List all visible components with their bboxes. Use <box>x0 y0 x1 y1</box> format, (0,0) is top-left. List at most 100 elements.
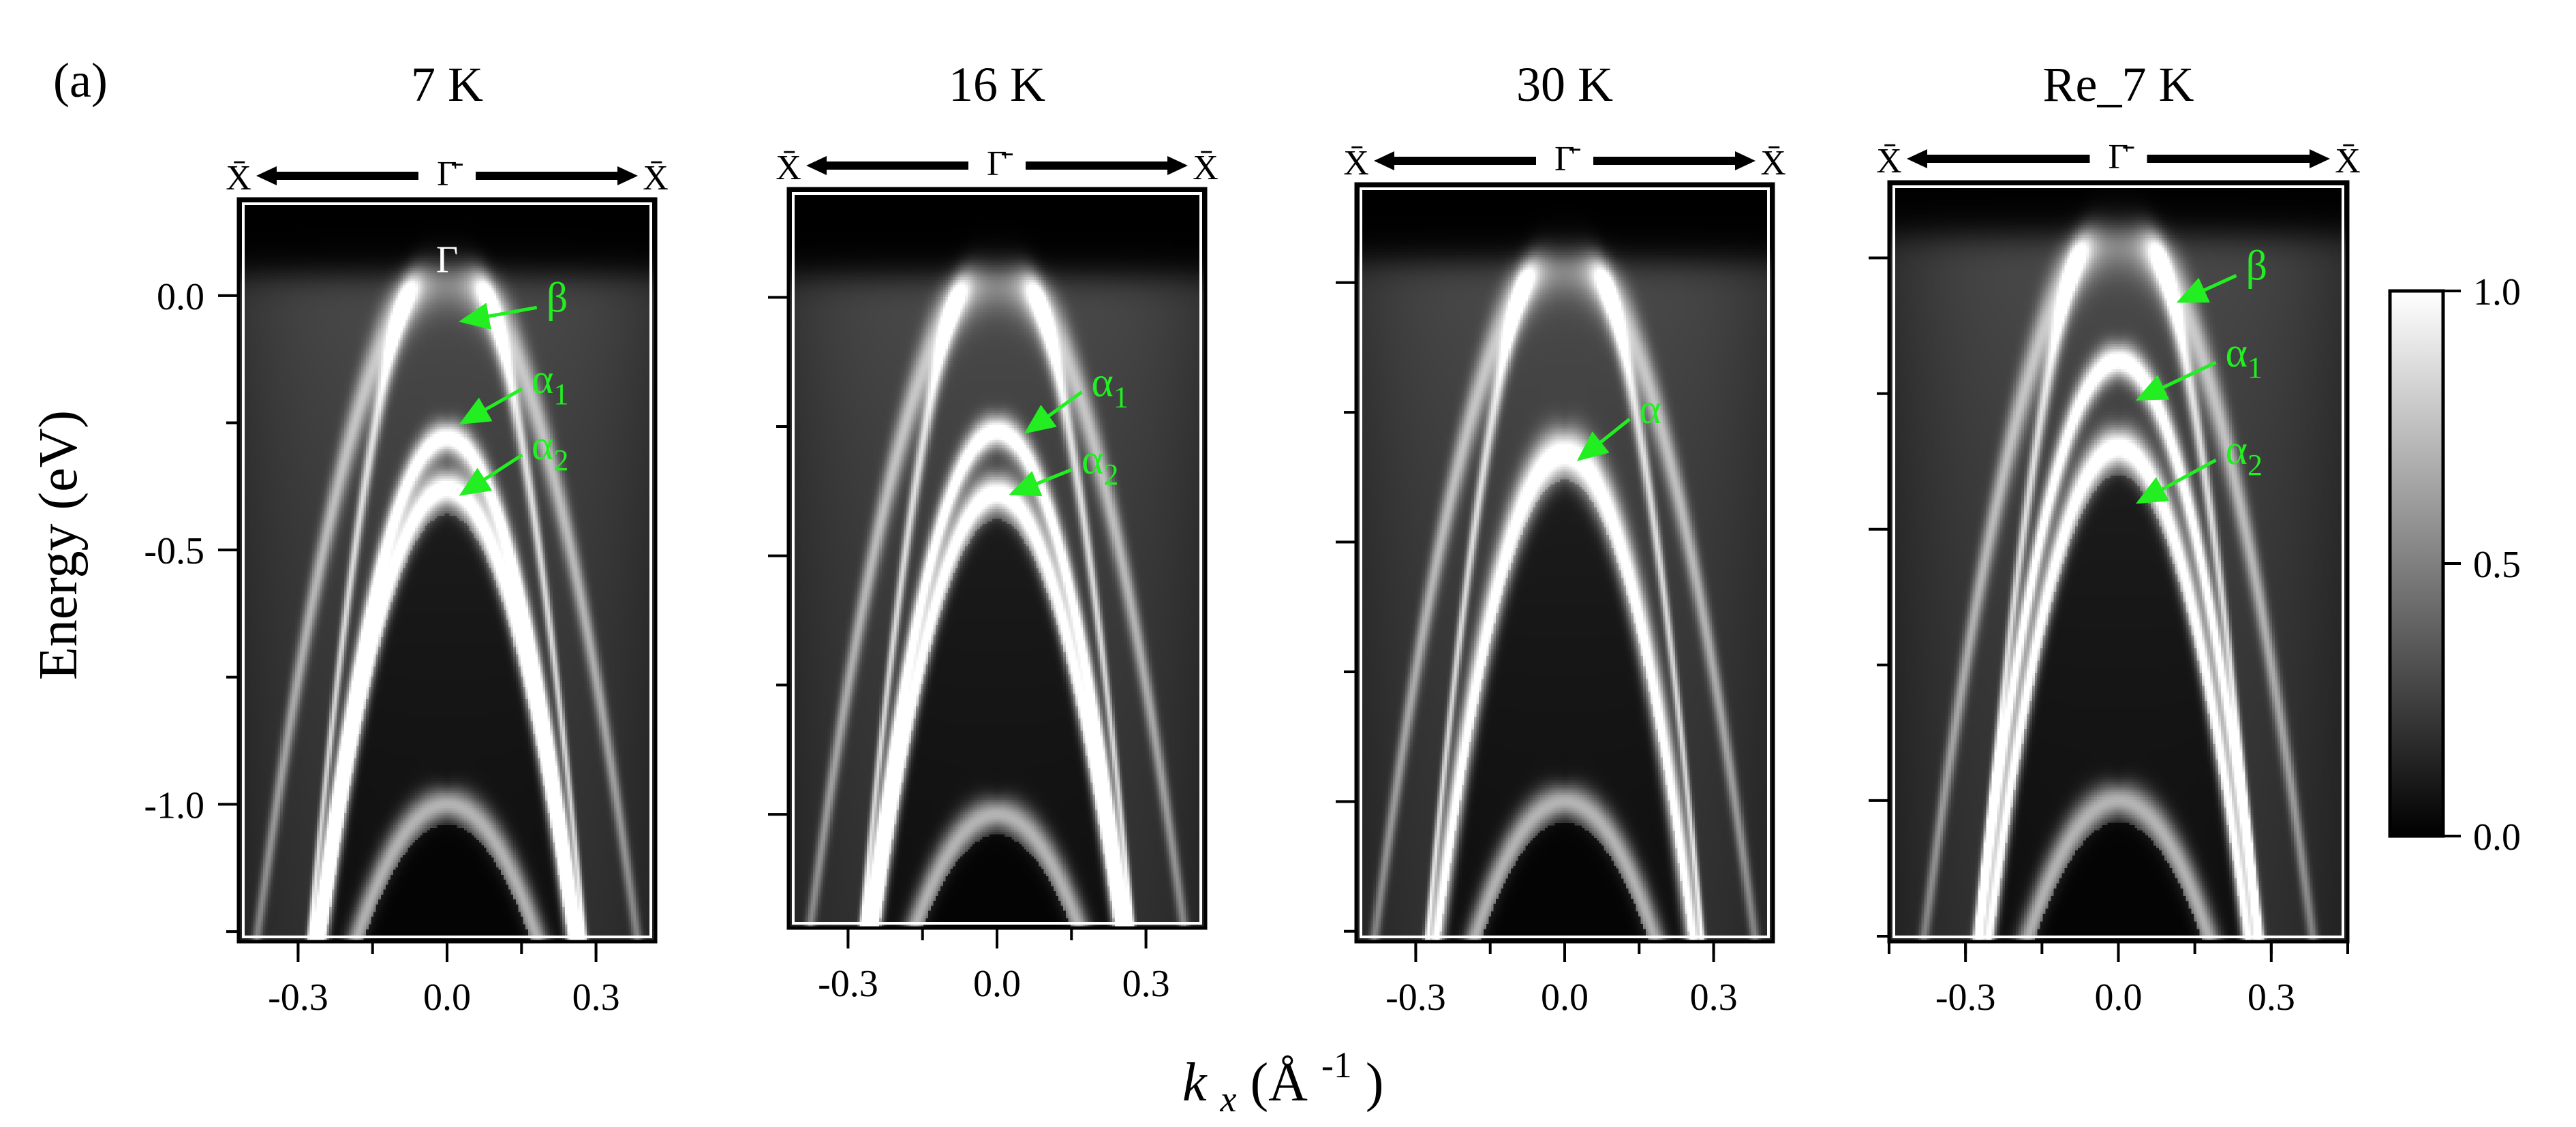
symmetry-arrowhead-right <box>2310 149 2330 168</box>
x-tick-label: 0.3 <box>1690 976 1738 1019</box>
x-axis: -0.3 0.0 0.3 <box>1385 942 1738 1019</box>
symmetry-arrowhead-left <box>1374 151 1394 170</box>
annotation-label: α1 <box>2226 330 2263 384</box>
band-annotation: α2 <box>1009 437 1118 497</box>
symmetry-arrowhead-left <box>1907 149 1927 168</box>
annotation-symbol: α <box>532 422 553 469</box>
x-axis: -0.3 0.0 0.3 <box>818 928 1170 1005</box>
annotation-symbol: α <box>1082 437 1103 483</box>
colorbar-tick-label: 0.0 <box>2473 816 2521 859</box>
y-axis <box>1336 281 1356 933</box>
annotation-label: α2 <box>532 422 568 477</box>
symmetry-right-label: X̄ <box>1760 144 1786 183</box>
x-tick-label: 0.0 <box>973 963 1021 1005</box>
annotation-symbol: α <box>2226 427 2248 474</box>
gamma-point-label: Γ <box>436 239 458 281</box>
symmetry-right-label: X̄ <box>2335 142 2361 181</box>
x-axis-label-exp: -1 <box>1321 1045 1352 1085</box>
annotation-label: α <box>1639 386 1661 433</box>
x-axis: -0.3 0.0 0.3 <box>1888 942 2349 1019</box>
symmetry-right-label: X̄ <box>643 159 669 198</box>
colorbar-bar <box>2388 289 2445 838</box>
symmetry-left-label: X̄ <box>226 159 251 198</box>
annotation-symbol: α <box>532 356 553 403</box>
annotation-label: β <box>2245 243 2267 289</box>
annotation-symbol: α <box>2226 330 2248 376</box>
panel-inner-frame <box>1892 185 2344 938</box>
annotation-arrow <box>459 453 523 496</box>
symmetry-arrowhead-left <box>256 166 277 185</box>
annotation-arrow <box>458 303 538 330</box>
annotation-label: α2 <box>1082 437 1118 491</box>
x-tick-label: -0.3 <box>1385 976 1446 1019</box>
heatmap-image <box>239 199 656 942</box>
annotation-subscript: 1 <box>1114 380 1129 414</box>
symmetry-center-label: Γ̄ <box>1554 140 1580 179</box>
symmetry-left-label: X̄ <box>1876 142 1902 181</box>
annotation-subscript: 1 <box>2248 351 2263 384</box>
panel-inner-frame <box>242 202 652 938</box>
band-annotation: α1 <box>2135 330 2263 401</box>
panel-inner-frame <box>792 192 1202 925</box>
annotation-subscript: 2 <box>2248 448 2263 482</box>
band-annotation: β <box>458 275 568 330</box>
x-tick-label: 0.0 <box>423 976 471 1019</box>
annotation-arrow <box>1576 418 1631 461</box>
symmetry-arrowhead-right <box>1735 151 1755 170</box>
panel-inner-frame <box>1360 187 1770 938</box>
symmetry-left-label: X̄ <box>1343 144 1369 183</box>
heatmap-image <box>1889 182 2348 942</box>
panel-title: 7 K <box>411 57 483 112</box>
x-axis-label: k x (Å -1 ) <box>1182 1030 1384 1124</box>
panel-title: 30 K <box>1516 57 1613 112</box>
annotation-symbol: β <box>547 275 568 321</box>
y-tick-label: -1.0 <box>144 784 204 827</box>
y-tick-label: 0.0 <box>157 276 204 318</box>
x-tick-label: -0.3 <box>1935 976 1996 1019</box>
annotation-subscript: 2 <box>553 444 568 477</box>
annotation-label: β <box>547 275 568 321</box>
x-axis-label-k: k <box>1182 1053 1208 1113</box>
symmetry-center-label: Γ̄ <box>2108 138 2134 176</box>
x-tick-label: -0.3 <box>268 976 328 1019</box>
colorbar: 0.0 0.5 1.0 <box>2388 271 2521 859</box>
panel-3: 30 K X̄ X̄ Γ̄ -0.3 0.0 0.3 α <box>1336 57 1786 1019</box>
symmetry-center-label: Γ̄ <box>437 155 463 194</box>
colorbar-tick-label: 0.5 <box>2473 544 2521 586</box>
x-tick-label: 0.3 <box>572 976 620 1019</box>
heatmap-image <box>1356 184 1773 942</box>
x-axis-label-sub: x <box>1220 1079 1237 1120</box>
x-tick-label: 0.0 <box>2095 976 2143 1019</box>
colorbar-tick-label: 1.0 <box>2473 271 2521 313</box>
panel-title: Re_7 K <box>2043 57 2194 112</box>
annotation-subscript: 1 <box>553 377 568 411</box>
band-annotation: α2 <box>2136 427 2263 504</box>
x-tick-label: 0.3 <box>1122 963 1170 1005</box>
band-annotation: α2 <box>459 422 568 496</box>
band-annotation: α <box>1576 386 1661 461</box>
annotation-arrow <box>1024 390 1083 434</box>
annotation-subscript: 2 <box>1103 458 1118 491</box>
y-axis-label: Energy (eV) <box>29 410 89 680</box>
annotation-symbol: α <box>1639 386 1661 433</box>
figure-label: (a) <box>53 53 108 108</box>
annotation-symbol: β <box>2245 243 2267 289</box>
symmetry-right-label: X̄ <box>1193 149 1218 187</box>
annotation-arrow <box>1009 467 1073 497</box>
y-axis: 0.0 -0.5 -1.0 <box>144 276 239 933</box>
symmetry-center-label: Γ̄ <box>987 144 1013 183</box>
x-axis-label-close: ) <box>1366 1053 1384 1113</box>
symmetry-arrowhead-right <box>617 166 638 185</box>
annotation-arrow <box>2176 274 2237 303</box>
x-tick-label: -0.3 <box>818 963 878 1005</box>
y-axis <box>768 296 788 816</box>
annotation-symbol: α <box>1091 359 1113 405</box>
x-axis-label-unit: (Å <box>1250 1053 1308 1113</box>
heatmap-image <box>788 189 1206 928</box>
annotation-label: α1 <box>1091 359 1128 414</box>
